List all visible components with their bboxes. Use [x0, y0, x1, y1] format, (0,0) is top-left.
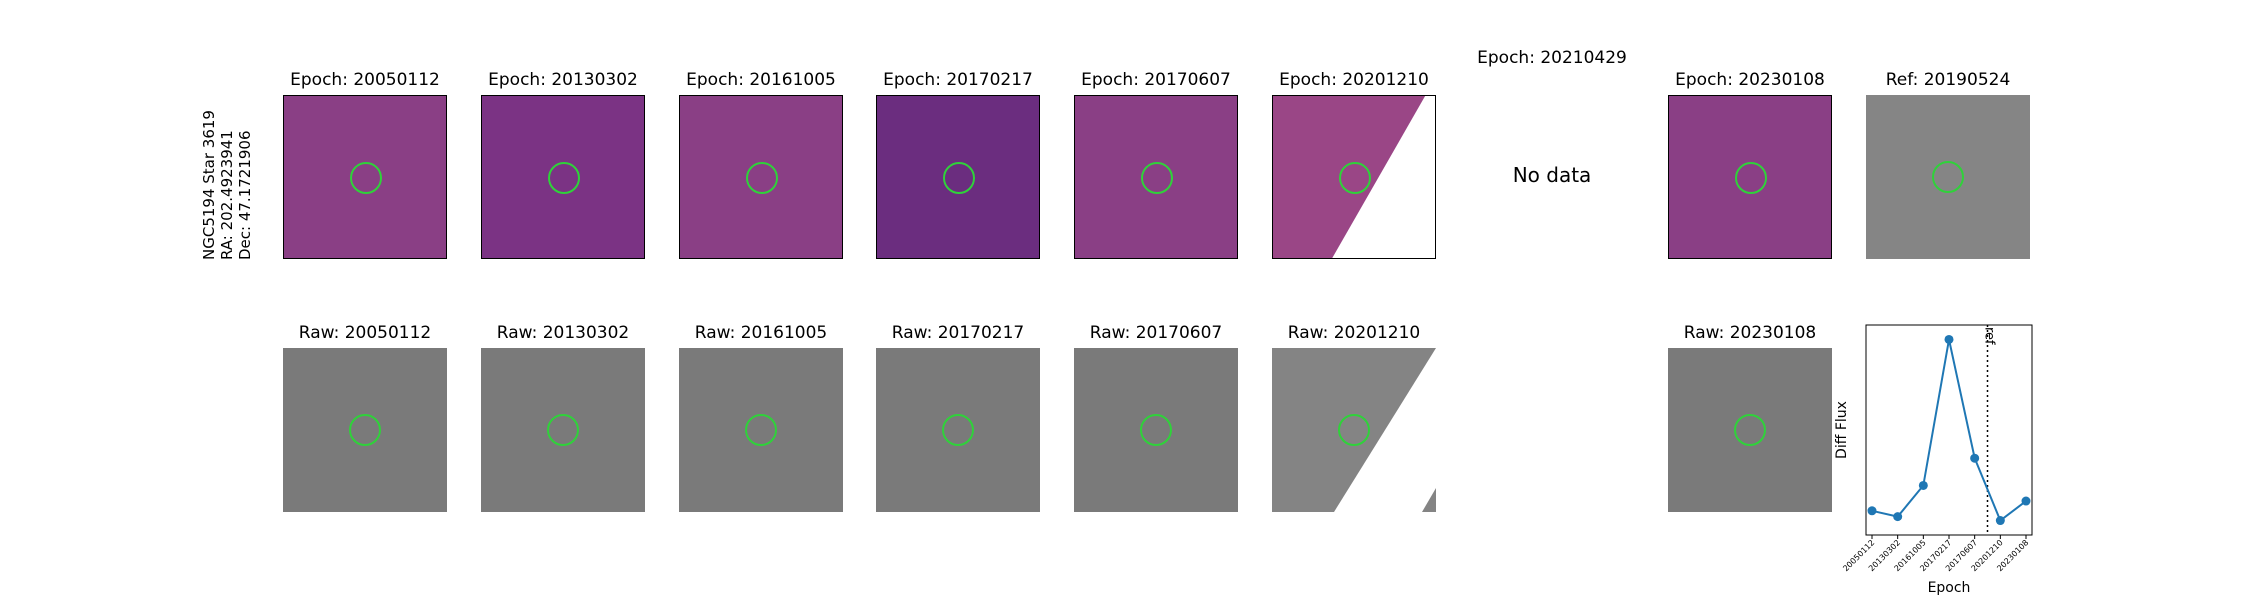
diff-image-1 [481, 95, 645, 259]
data-point [1944, 334, 1954, 344]
aperture-circle [1141, 162, 1173, 194]
data-point [1970, 453, 1980, 463]
no-coverage-area [1334, 348, 1436, 512]
raw-image-0 [283, 348, 447, 512]
diff-title-4: Epoch: 20170607 [1081, 70, 1231, 90]
raw-image-4 [1074, 348, 1238, 512]
diff-image-4 [1074, 95, 1238, 259]
raw-title-1: Raw: 20130302 [496, 323, 630, 343]
aperture-circle [1734, 414, 1766, 446]
raw-title-6: Raw: 20230108 [1683, 323, 1817, 343]
ref-line-label: ref [1982, 327, 1997, 345]
raw-image-2 [679, 348, 843, 512]
aperture-circle [1338, 414, 1370, 446]
diff-title-7: Epoch: 20230108 [1675, 70, 1825, 90]
ref-title: Ref: 20190524 [1885, 70, 2011, 90]
diff-title-6: Epoch: 20210429 [1477, 48, 1627, 68]
raw-title-3: Raw: 20170217 [891, 323, 1025, 343]
object-dec: Dec: 47.1721906 [236, 130, 254, 260]
aperture-circle [943, 162, 975, 194]
diff-title-2: Epoch: 20161005 [686, 70, 836, 90]
plot-frame [1865, 324, 2033, 536]
diff-image-2 [679, 95, 843, 259]
no-data-label: No data [1512, 163, 1592, 187]
diff-image-3 [876, 95, 1040, 259]
object-ra: RA: 202.4923941 [218, 130, 236, 260]
data-point [2021, 496, 2031, 506]
diff-title-3: Epoch: 20170217 [883, 70, 1033, 90]
raw-image-5 [1272, 348, 1436, 512]
aperture-circle [745, 414, 777, 446]
data-point [1995, 516, 2005, 526]
raw-title-0: Raw: 20050112 [298, 323, 432, 343]
data-point [1893, 512, 1903, 522]
raw-image-3 [876, 348, 1040, 512]
aperture-circle [1932, 161, 1964, 193]
aperture-circle [1339, 162, 1371, 194]
raw-title-4: Raw: 20170607 [1089, 323, 1223, 343]
aperture-circle [350, 162, 382, 194]
aperture-circle [942, 414, 974, 446]
ref-image [1866, 95, 2030, 259]
aperture-circle [349, 414, 381, 446]
diff-title-5: Epoch: 20201210 [1279, 70, 1429, 90]
raw-image-1 [481, 348, 645, 512]
aperture-circle [547, 414, 579, 446]
aperture-circle [1140, 414, 1172, 446]
data-point [1918, 480, 1928, 490]
series-line [1871, 339, 2027, 523]
object-name: NGC5194 Star 3619 [200, 110, 218, 260]
diff-image-5 [1272, 95, 1436, 259]
aperture-circle [548, 162, 580, 194]
raw-image-6 [1668, 348, 1832, 512]
aperture-circle [746, 162, 778, 194]
diff-title-0: Epoch: 20050112 [290, 70, 440, 90]
diff-title-1: Epoch: 20130302 [488, 70, 638, 90]
diff-image-0 [283, 95, 447, 259]
light-curve-chart: ref 200501122013030220161005201702172017… [1834, 324, 2033, 595]
aperture-circle [1735, 162, 1767, 194]
no-coverage-area [1332, 96, 1435, 258]
y-axis-label: Diff Flux [1834, 401, 1850, 459]
object-label: NGC5194 Star 3619 RA: 202.4923941 Dec: 4… [200, 110, 254, 260]
diff-image-7 [1668, 95, 1832, 259]
data-point [1867, 506, 1877, 516]
x-axis-label: Epoch [1928, 580, 1971, 595]
raw-title-5: Raw: 20201210 [1287, 323, 1421, 343]
raw-title-2: Raw: 20161005 [694, 323, 828, 343]
